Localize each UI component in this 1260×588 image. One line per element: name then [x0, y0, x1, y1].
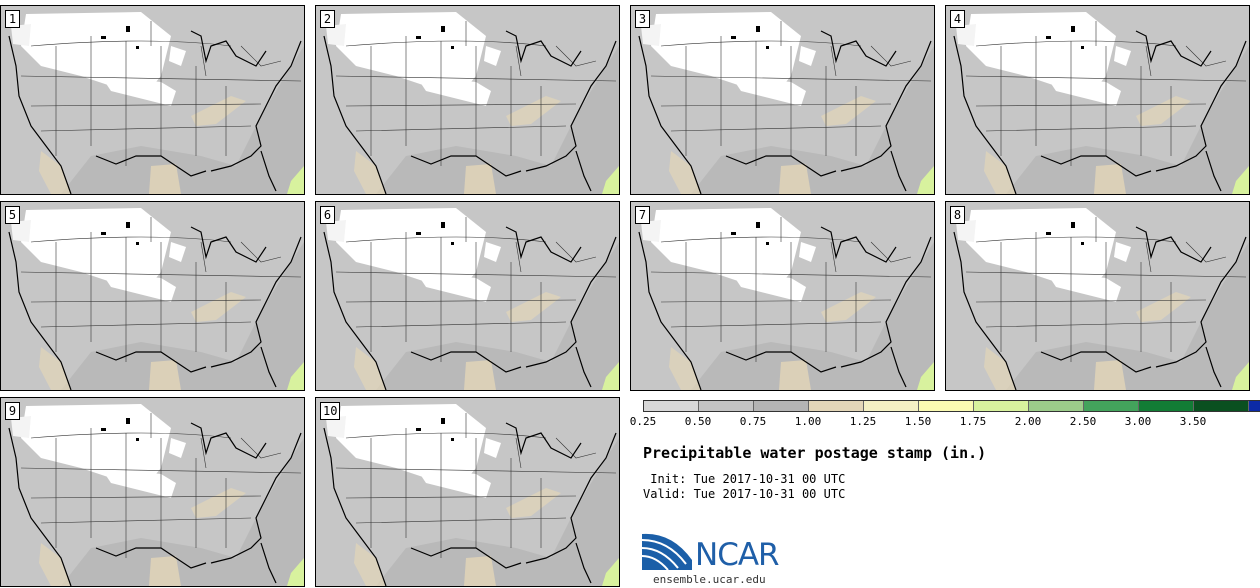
panel-number: 2: [320, 10, 335, 28]
valid-time: Valid: Tue 2017-10-31 00 UTC: [643, 487, 846, 501]
panel-number: 7: [635, 206, 650, 224]
colorbar-tick-label: 3.50: [1179, 415, 1207, 428]
logo-text: NCAR: [695, 537, 780, 573]
colorbar-tick-label: 0.75: [739, 415, 767, 428]
colorbar-swatch: [864, 401, 919, 411]
map-image: [1, 6, 304, 194]
map-image: [631, 202, 934, 390]
panel-number: 1: [5, 10, 20, 28]
panel-9[interactable]: 9: [0, 397, 305, 587]
colorbar-tick-label: 2.00: [1014, 415, 1042, 428]
panel-8[interactable]: 8: [945, 201, 1250, 391]
panel-10[interactable]: 10: [315, 397, 620, 587]
panel-5[interactable]: 5: [0, 201, 305, 391]
panel-number: 6: [320, 206, 335, 224]
panel-number: 4: [950, 10, 965, 28]
panel-1[interactable]: 1: [0, 5, 305, 195]
panel-7[interactable]: 7: [630, 201, 935, 391]
panel-number: 5: [5, 206, 20, 224]
init-time: Init: Tue 2017-10-31 00 UTC: [643, 472, 846, 486]
panel-6[interactable]: 6: [315, 201, 620, 391]
colorbar-tick-label: 1.00: [794, 415, 822, 428]
map-image: [316, 398, 619, 586]
map-image: [1, 398, 304, 586]
colorbar-tick-label: 3.00: [1124, 415, 1152, 428]
colorbar-swatch: [1139, 401, 1194, 411]
map-image: [946, 202, 1249, 390]
colorbar-swatch: [1194, 401, 1249, 411]
panel-number: 9: [5, 402, 20, 420]
map-image: [631, 6, 934, 194]
panel-4[interactable]: 4: [945, 5, 1250, 195]
colorbar-swatch: [1029, 401, 1084, 411]
logo-url: ensemble.ucar.edu: [653, 573, 766, 586]
colorbar-swatch: [919, 401, 974, 411]
colorbar-tick-label: 1.75: [959, 415, 987, 428]
colorbar-tick-label: 1.25: [849, 415, 877, 428]
colorbar-swatch: [644, 401, 699, 411]
colorbar-swatch: [1249, 401, 1260, 411]
colorbar-tick-label: 2.50: [1069, 415, 1097, 428]
colorbar-tick-label: 1.50: [904, 415, 932, 428]
panel-number: 10: [320, 402, 341, 420]
colorbar: [643, 400, 1260, 412]
colorbar-swatch: [1084, 401, 1139, 411]
map-image: [1, 202, 304, 390]
panel-number: 8: [950, 206, 965, 224]
colorbar-swatch: [699, 401, 754, 411]
map-image: [316, 202, 619, 390]
panel-2[interactable]: 2: [315, 5, 620, 195]
colorbar-swatch: [809, 401, 864, 411]
map-image: [946, 6, 1249, 194]
ncar-logo-icon: [642, 533, 692, 571]
colorbar-tick-label: 0.25: [629, 415, 657, 428]
colorbar-swatch: [974, 401, 1029, 411]
panel-number: 3: [635, 10, 650, 28]
plot-title: Precipitable water postage stamp (in.): [643, 444, 987, 462]
colorbar-swatch: [754, 401, 809, 411]
map-image: [316, 6, 619, 194]
colorbar-tick-label: 0.50: [684, 415, 712, 428]
panel-3[interactable]: 3: [630, 5, 935, 195]
